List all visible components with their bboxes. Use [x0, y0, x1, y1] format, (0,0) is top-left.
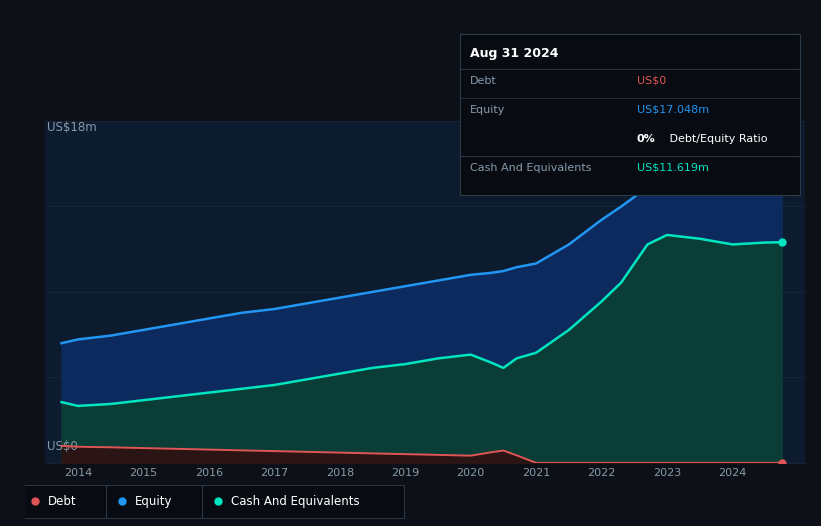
Text: Equity: Equity	[135, 494, 172, 508]
Text: Cash And Equivalents: Cash And Equivalents	[231, 494, 359, 508]
Text: Cash And Equivalents: Cash And Equivalents	[470, 163, 591, 173]
Text: Debt/Equity Ratio: Debt/Equity Ratio	[666, 134, 768, 144]
FancyBboxPatch shape	[106, 485, 202, 518]
Text: Equity: Equity	[470, 105, 506, 115]
Text: US$18m: US$18m	[48, 121, 97, 134]
FancyBboxPatch shape	[202, 485, 404, 518]
Text: Debt: Debt	[470, 76, 497, 86]
Text: 0%: 0%	[637, 134, 656, 144]
FancyBboxPatch shape	[20, 485, 106, 518]
Text: US$0: US$0	[637, 76, 666, 86]
Text: US$17.048m: US$17.048m	[637, 105, 709, 115]
Text: Aug 31 2024: Aug 31 2024	[470, 47, 558, 60]
Text: US$11.619m: US$11.619m	[637, 163, 709, 173]
Text: US$0: US$0	[48, 440, 78, 453]
Text: Debt: Debt	[48, 494, 77, 508]
